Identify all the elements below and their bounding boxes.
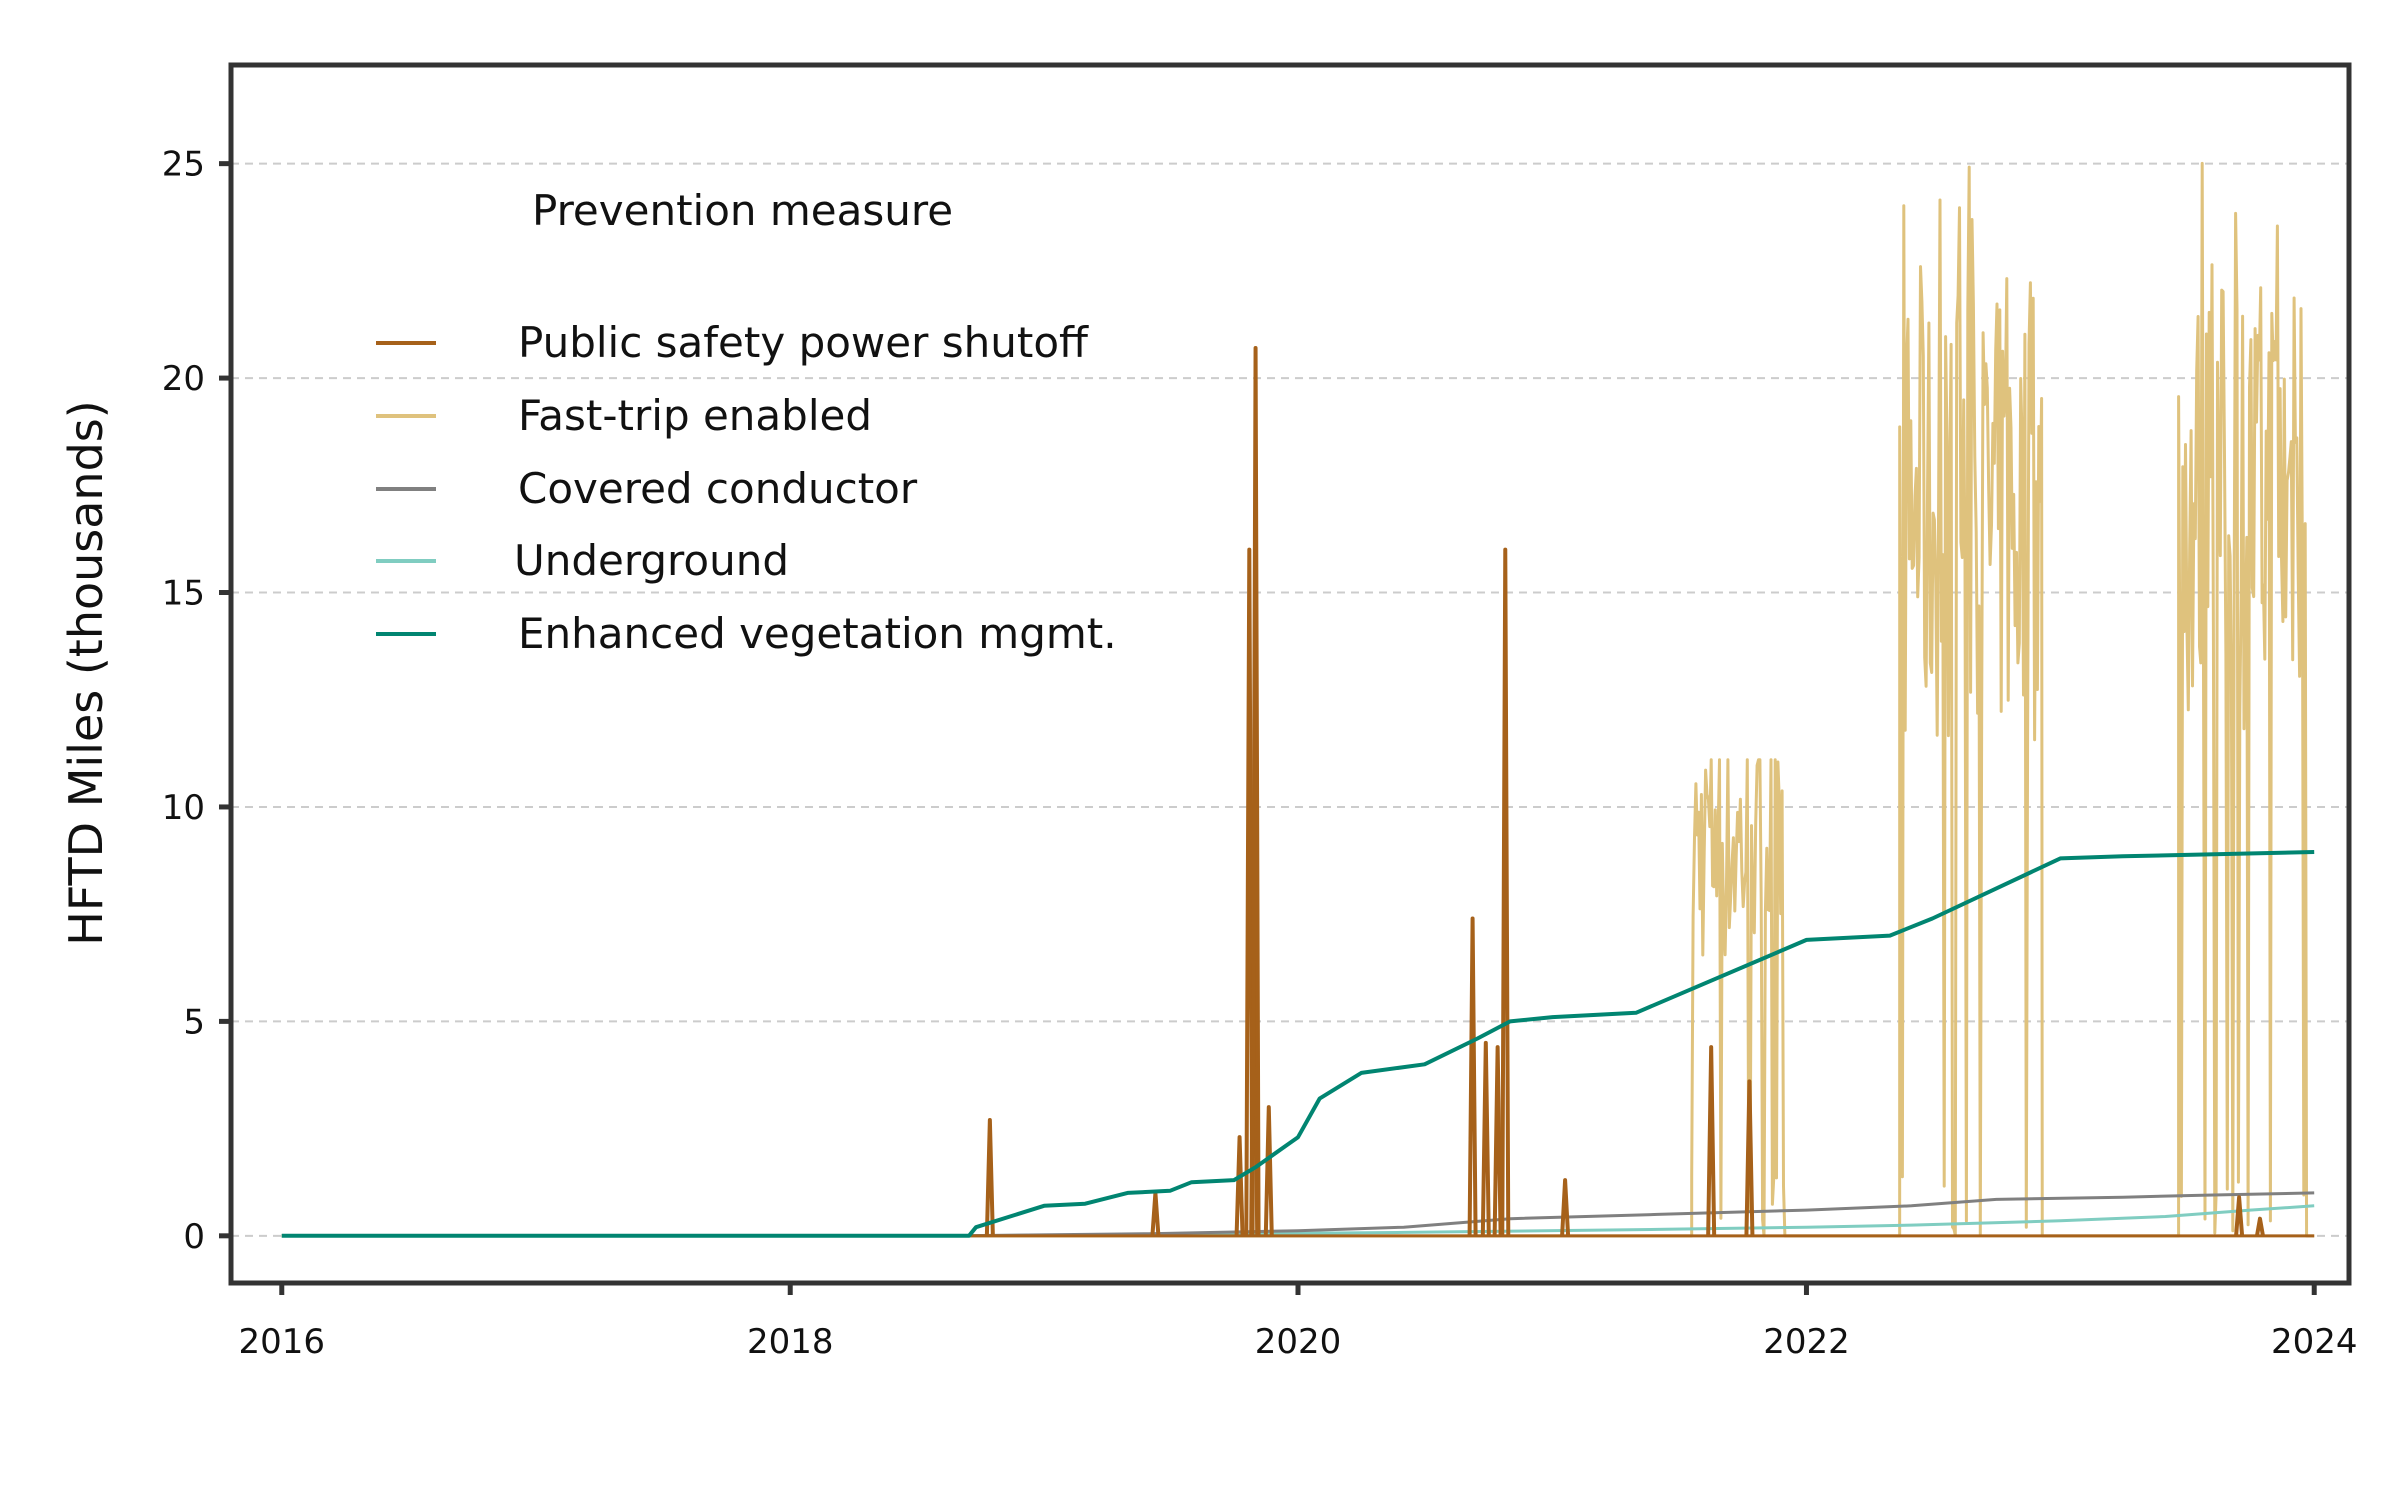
psps-spike: [984, 1118, 995, 1236]
psps-spike: [1480, 1040, 1491, 1236]
y-axis-title: HFTD Miles (thousands): [59, 400, 113, 945]
x-tick-label: 2020: [1255, 1322, 1342, 1362]
y-tick-label: 25: [162, 145, 205, 185]
legend: Prevention measure Public safety power s…: [376, 186, 1117, 658]
series-line-fast-trip-enabled: [281, 161, 2315, 1238]
psps-spike: [1467, 916, 1478, 1236]
psps-spike: [2254, 1216, 2265, 1237]
x-tick-label: 2018: [747, 1322, 834, 1362]
psps-spike: [2234, 1195, 2245, 1236]
psps-spike: [1234, 1135, 1245, 1236]
series-line-enhanced-vegetation-mgmt: [281, 850, 2315, 1238]
x-tick-label: 2024: [2271, 1322, 2358, 1362]
legend-label: Underground: [514, 536, 789, 585]
y-tick-label: 15: [162, 574, 205, 614]
axes: 0 5 10 15 20 25 2016 2018 2020 2022 2024: [162, 145, 2358, 1362]
legend-title: Prevention measure: [532, 186, 953, 235]
plot-series: [281, 161, 2315, 1238]
x-tick-label: 2022: [1763, 1322, 1850, 1362]
legend-label: Public safety power shutoff: [518, 318, 1089, 367]
psps-spike: [1744, 1079, 1755, 1236]
series-line-covered-conductor: [281, 1191, 2315, 1238]
x-tick-label: 2016: [239, 1322, 326, 1362]
legend-label: Enhanced vegetation mgmt.: [518, 609, 1117, 658]
legend-label: Fast-trip enabled: [518, 391, 872, 440]
y-tick-label: 5: [183, 1002, 205, 1042]
psps-spike: [1492, 1045, 1503, 1236]
y-tick-label: 20: [162, 359, 205, 399]
y-tick-label: 10: [162, 788, 205, 828]
psps-spike: [1706, 1045, 1717, 1236]
legend-label: Covered conductor: [518, 464, 918, 513]
psps-spike: [1263, 1105, 1274, 1236]
psps-spike: [1250, 346, 1261, 1236]
plot-frame: [228, 62, 2352, 1286]
y-tick-label: 0: [183, 1217, 205, 1257]
psps-spike: [1500, 547, 1511, 1236]
psps-spike: [1560, 1178, 1571, 1236]
